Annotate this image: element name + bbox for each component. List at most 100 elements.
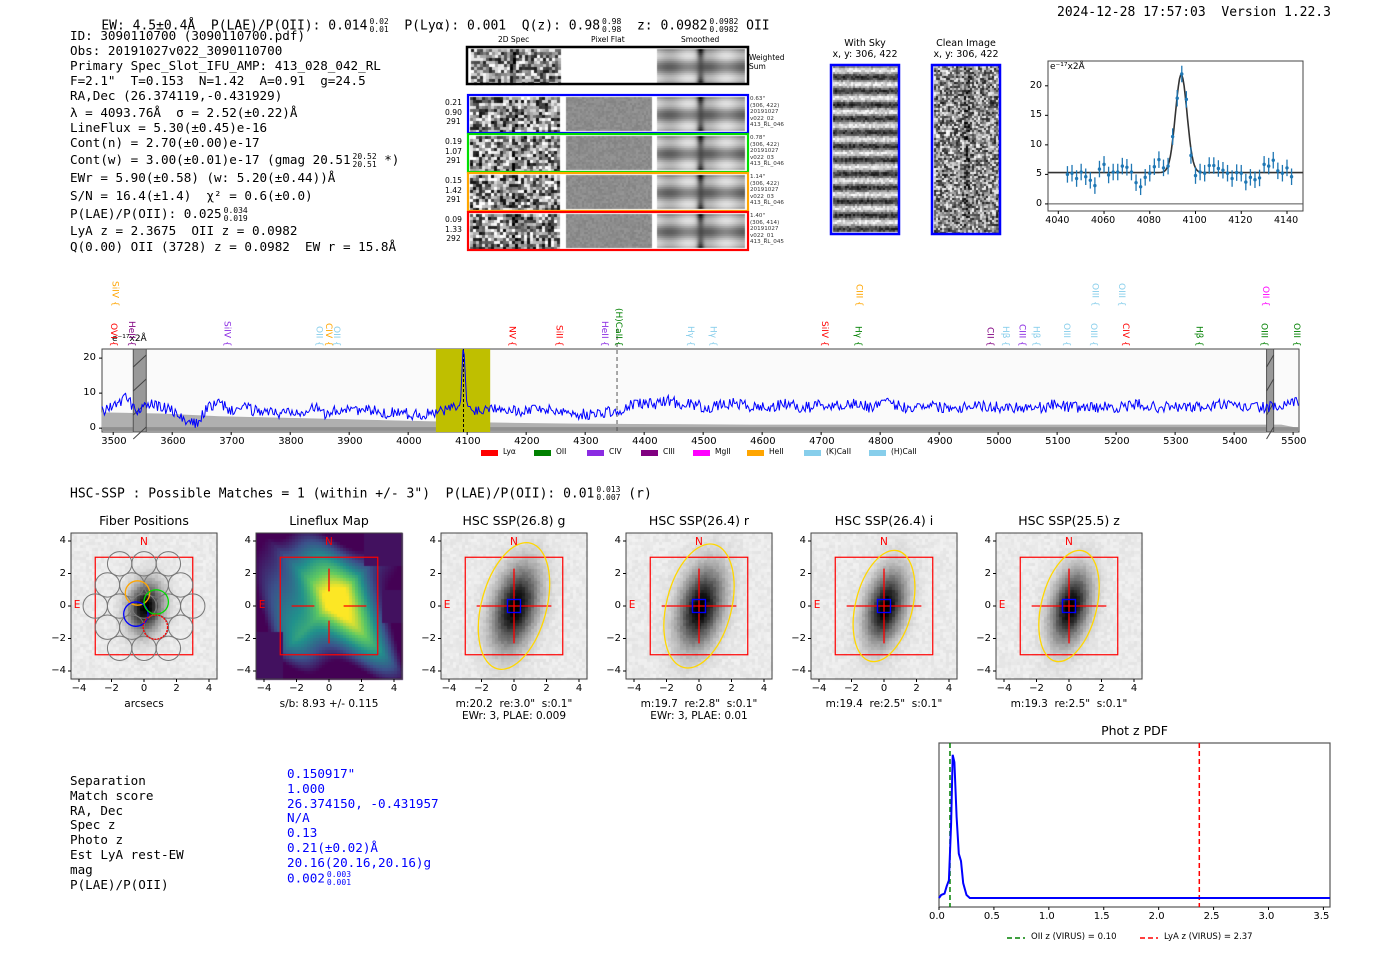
fiber-circle [119,614,145,640]
hatch-line [1266,426,1275,440]
x-tick-label: 4040 [1045,215,1070,226]
info-text: Cont(n) = 2.70(±0.00)e-17 [70,135,260,150]
fiber-circle [155,635,182,661]
y-tick-label: 20 [1029,79,1042,91]
panel-title: HSC SSP(26.4) r [648,513,750,528]
emission-line-label: Hγ [685,326,695,347]
spec2d-column-header: 2D Spec [498,35,530,44]
x-tick-label: 2 [543,683,550,694]
x-tick-label: 4100 [455,436,481,447]
fiber-circle [94,614,121,640]
emission-line-label: (H)CaII [613,308,623,348]
x-tick-label: 1.5 [1093,911,1110,922]
catalog-match-box [691,598,707,614]
data-point [1138,185,1143,189]
emission-line-label: SiIV [109,281,119,307]
y-tick-label: 0 [1035,197,1042,209]
x-tick-label: −2 [659,683,674,694]
data-point [1244,180,1248,184]
exposure-meta: 0.63" (306, 422) 20191027 v022_02 413_RL… [750,96,784,129]
info-line: P(LAE)/P(OII): 0.025 0.034 0.019 [70,206,248,223]
emission-line-label: OII [314,326,324,347]
data-point [1170,134,1175,139]
panel-title: HSC SSP(26.8) g [462,513,566,528]
panel-title: HSC SSP(25.5) z [1018,513,1120,528]
x-tick-label: −4 [441,683,457,694]
info-line: EWr = 5.90(±0.58) (w: 5.20(±0.44))Å [70,170,335,185]
y-tick-label: 0 [89,422,96,434]
info-line: Cont(n) = 2.70(±0.00)e-17 [70,135,260,150]
legend-label: MgII [715,447,731,456]
match-value: 20.16(20.16,20.16)g [287,854,432,870]
data-point [1253,178,1257,182]
match-value: 1.000 [287,780,325,796]
spec2d-exposure-frame [466,93,750,135]
y-tick-label: −2 [791,632,806,644]
data-point [1239,171,1243,175]
emission-line-label: OIII [1088,323,1098,347]
data-point [1129,170,1134,174]
frac-hi: 0.034 [223,205,248,215]
emission-line-label: NV [506,326,516,347]
info-line: Obs: 20191027v022_3090110700 [70,43,282,58]
exposure-meta: 0.78" (306, 422) 20191027 v022_03 413_RL… [750,135,784,168]
y-tick-label: 4 [984,535,991,546]
y-tick-label: 20 [83,352,96,364]
x-tick-label: 3.0 [1258,911,1275,922]
x-tick-label: 4 [390,683,398,694]
x-tick-label: −4 [811,683,827,694]
data-point [1266,164,1271,168]
match-label: RA, Dec [70,802,124,818]
plae-hi: 0.02 [369,17,389,26]
info-line: Q(0.00) OII (3728) z = 0.0982 EW r = 15.… [70,239,396,254]
legend-swatch [869,450,886,456]
north-label: N [140,535,148,548]
match-label: P(LAE)/P(OII) [70,876,169,892]
x-tick-label: 4 [945,683,953,694]
data-point [1180,72,1184,76]
info-text: S/N = 16.4(±1.4) χ² = 0.6(±0.0) [70,188,313,203]
catalog-match-box [876,598,892,614]
match-value: 0.13 [287,825,318,841]
x-tick-label: 4 [575,683,583,694]
emission-line-label: OIII [1116,283,1126,307]
x-tick-label: 4 [760,683,768,694]
hsc-hi: 0.013 [596,485,621,494]
fiber-circle [119,572,145,598]
y-tick-label: 4 [244,535,251,546]
x-tick-label: 5000 [986,436,1012,447]
y-tick-label: 0 [429,600,436,611]
cutout-title: Clean Image x, y: 306, 422 [933,38,999,60]
data-point [1175,96,1179,100]
x-tick-label: 0.0 [929,911,945,922]
timestamp: 2024-12-28 17:57:03 [1057,5,1206,20]
selected-fiber [124,580,151,606]
data-point [1079,170,1083,174]
info-text: LyA z = 2.3675 OII z = 0.0982 [70,223,298,238]
x-tick-label: 2.5 [1203,911,1220,922]
x-tick-label: 0 [140,683,148,694]
x-tick-label: 3900 [337,436,363,447]
info-text: Cont(w) = 3.00(±0.01)e-17 (gmag 20.51 [70,152,351,167]
x-tick-label: 0.5 [983,911,1000,922]
fiber-circle [106,551,133,577]
y-tick-label: 4 [614,535,621,546]
x-tick-label: 0 [510,683,518,694]
x-tick-label: 3800 [278,436,304,447]
data-point [1065,172,1070,177]
pdf-curve [938,754,1330,899]
y-tick-label: −4 [976,665,991,676]
y-tick-label: 0 [799,600,806,611]
y-tick-label: −4 [236,665,251,676]
emission-line-label: HeII [126,321,136,347]
match-value: 0.21(±0.02)Å [287,840,378,855]
fiber-circle [131,551,157,577]
aperture-box [279,556,379,656]
panel-note: EWr: 3, PLAE: 0.009 [461,710,567,722]
x-tick-label: −2 [844,683,859,694]
hatch-line [1266,354,1275,368]
z-lo: 0.0982 [709,25,739,34]
x-tick-label: 1.0 [1038,911,1055,922]
y-tick-label: −4 [51,665,66,676]
data-point [1093,183,1097,188]
